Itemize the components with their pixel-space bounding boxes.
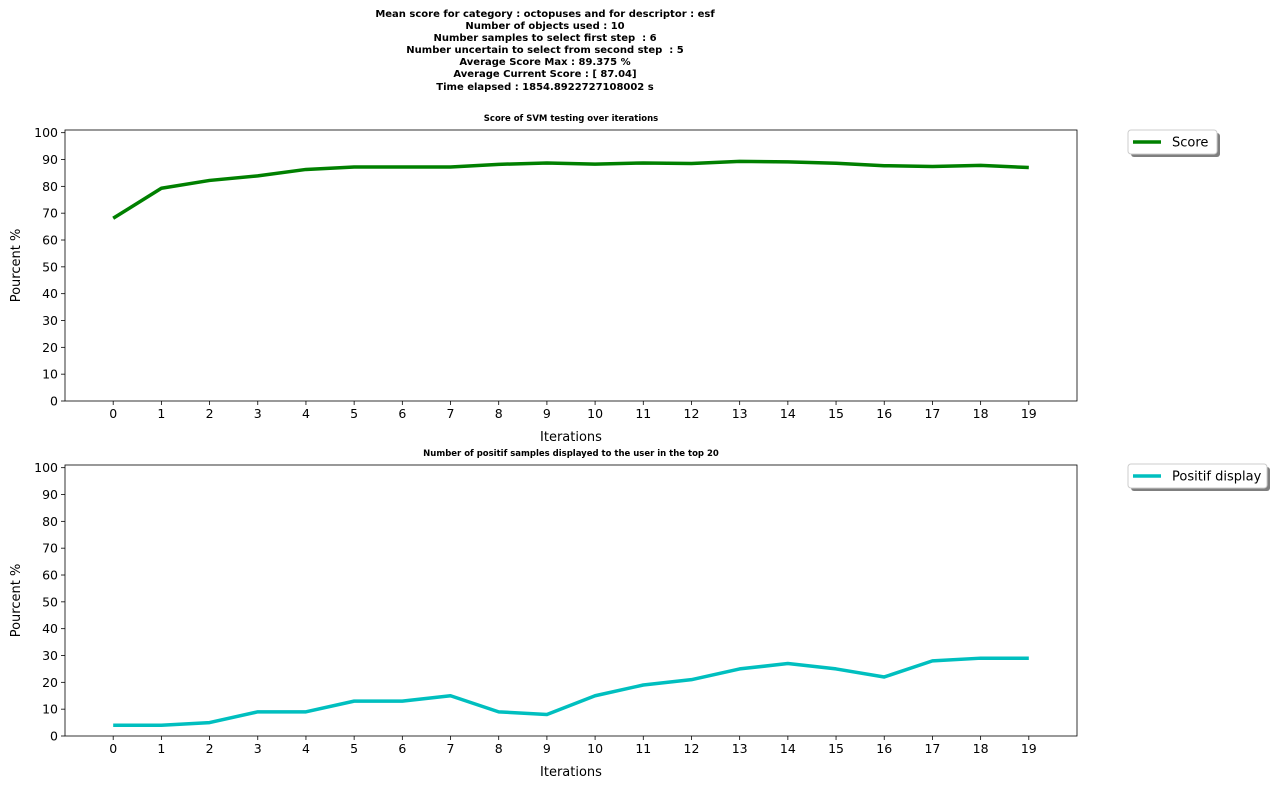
legend-box — [1127, 463, 1268, 489]
x-tick-label: 17 — [924, 741, 940, 756]
y-tick-label: 60 — [42, 568, 58, 583]
figure-suptitle: Mean score for category : octopuses and … — [0, 9, 1090, 94]
legend-box — [1127, 129, 1218, 155]
x-tick-label: 7 — [447, 406, 455, 421]
y-tick-label: 80 — [42, 514, 58, 529]
x-tick-label: 4 — [302, 406, 310, 421]
suptitle-line: Mean score for category : octopuses and … — [375, 9, 715, 20]
x-axis-label: Iterations — [540, 765, 602, 780]
y-tick-label: 10 — [42, 702, 58, 717]
x-tick-label: 17 — [924, 406, 940, 421]
x-tick-label: 19 — [1021, 406, 1037, 421]
legend-label: Score — [1172, 136, 1208, 151]
x-tick-label: 5 — [350, 741, 358, 756]
axes-frame — [64, 464, 1078, 737]
x-tick-label: 8 — [495, 741, 503, 756]
x-tick-label: 8 — [495, 406, 503, 421]
x-tick-label: 16 — [876, 406, 892, 421]
legend: Positif display — [1127, 463, 1270, 491]
x-axis-label: Iterations — [540, 430, 602, 445]
x-tick-label: 12 — [684, 741, 700, 756]
x-tick-label: 9 — [543, 741, 551, 756]
x-tick-label: 13 — [732, 741, 748, 756]
x-tick-label: 12 — [684, 406, 700, 421]
y-tick-label: 20 — [42, 340, 58, 355]
chart-title: Number of positif samples displayed to t… — [423, 449, 719, 459]
series-line-positif-display — [113, 656, 1029, 728]
y-tick-label: 20 — [42, 675, 58, 690]
suptitle-line: Time elapsed : 1854.8922727108002 s — [436, 81, 654, 93]
y-tick-label: 40 — [42, 621, 58, 636]
x-tick-label: 13 — [732, 406, 748, 421]
x-tick-label: 10 — [587, 406, 603, 421]
y-tick-label: 80 — [42, 179, 58, 194]
x-tick-label: 5 — [350, 406, 358, 421]
axes-frame — [64, 129, 1078, 402]
x-tick-label: 0 — [109, 741, 117, 756]
y-axis-label: Pourcent % — [9, 564, 24, 638]
y-tick-label: 90 — [42, 152, 58, 167]
y-tick-label: 70 — [42, 541, 58, 556]
x-tick-label: 9 — [543, 406, 551, 421]
suptitle-line: Number samples to select first step : 6 — [433, 33, 657, 45]
chart-title: Score of SVM testing over iterations — [484, 114, 658, 124]
x-tick-label: 14 — [780, 741, 796, 756]
y-axis-label: Pourcent % — [9, 229, 24, 303]
legend: Score — [1127, 129, 1220, 157]
suptitle-line: Average Current Score : [ 87.04] — [453, 69, 637, 81]
x-tick-label: 15 — [828, 741, 844, 756]
x-tick-label: 2 — [206, 406, 214, 421]
y-tick-label: 60 — [42, 233, 58, 248]
x-tick-label: 14 — [780, 406, 796, 421]
x-tick-label: 18 — [973, 406, 989, 421]
x-tick-label: 15 — [828, 406, 844, 421]
x-tick-label: 18 — [973, 741, 989, 756]
y-tick-label: 40 — [42, 286, 58, 301]
x-tick-label: 7 — [447, 741, 455, 756]
x-tick-label: 10 — [587, 741, 603, 756]
y-tick-label: 0 — [50, 394, 58, 409]
y-tick-label: 100 — [34, 125, 58, 140]
x-tick-label: 11 — [635, 741, 651, 756]
x-tick-label: 3 — [254, 406, 262, 421]
y-tick-label: 90 — [42, 487, 58, 502]
y-tick-label: 10 — [42, 367, 58, 382]
y-tick-label: 0 — [50, 729, 58, 744]
x-tick-label: 19 — [1021, 741, 1037, 756]
x-tick-label: 1 — [157, 741, 165, 756]
suptitle-line: Number of objects used : 10 — [465, 21, 625, 33]
y-tick-label: 30 — [42, 648, 58, 663]
suptitle-line: Number uncertain to select from second s… — [406, 45, 684, 57]
x-tick-label: 11 — [635, 406, 651, 421]
x-tick-label: 2 — [206, 741, 214, 756]
series-line-score — [112, 159, 1029, 220]
legend-label: Positif display — [1172, 470, 1262, 485]
x-tick-label: 4 — [302, 741, 310, 756]
y-tick-label: 70 — [42, 206, 58, 221]
suptitle-line: Average Score Max : 89.375 % — [459, 57, 631, 69]
y-tick-label: 50 — [42, 594, 58, 609]
x-tick-label: 6 — [398, 406, 406, 421]
x-tick-label: 1 — [157, 406, 165, 421]
x-tick-label: 16 — [876, 741, 892, 756]
chart-2: Number of positif samples displayed to t… — [9, 449, 1270, 780]
x-tick-label: 6 — [398, 741, 406, 756]
y-tick-label: 50 — [42, 259, 58, 274]
y-tick-label: 30 — [42, 313, 58, 328]
x-tick-label: 0 — [109, 406, 117, 421]
y-tick-label: 100 — [34, 460, 58, 475]
x-tick-label: 3 — [254, 741, 262, 756]
